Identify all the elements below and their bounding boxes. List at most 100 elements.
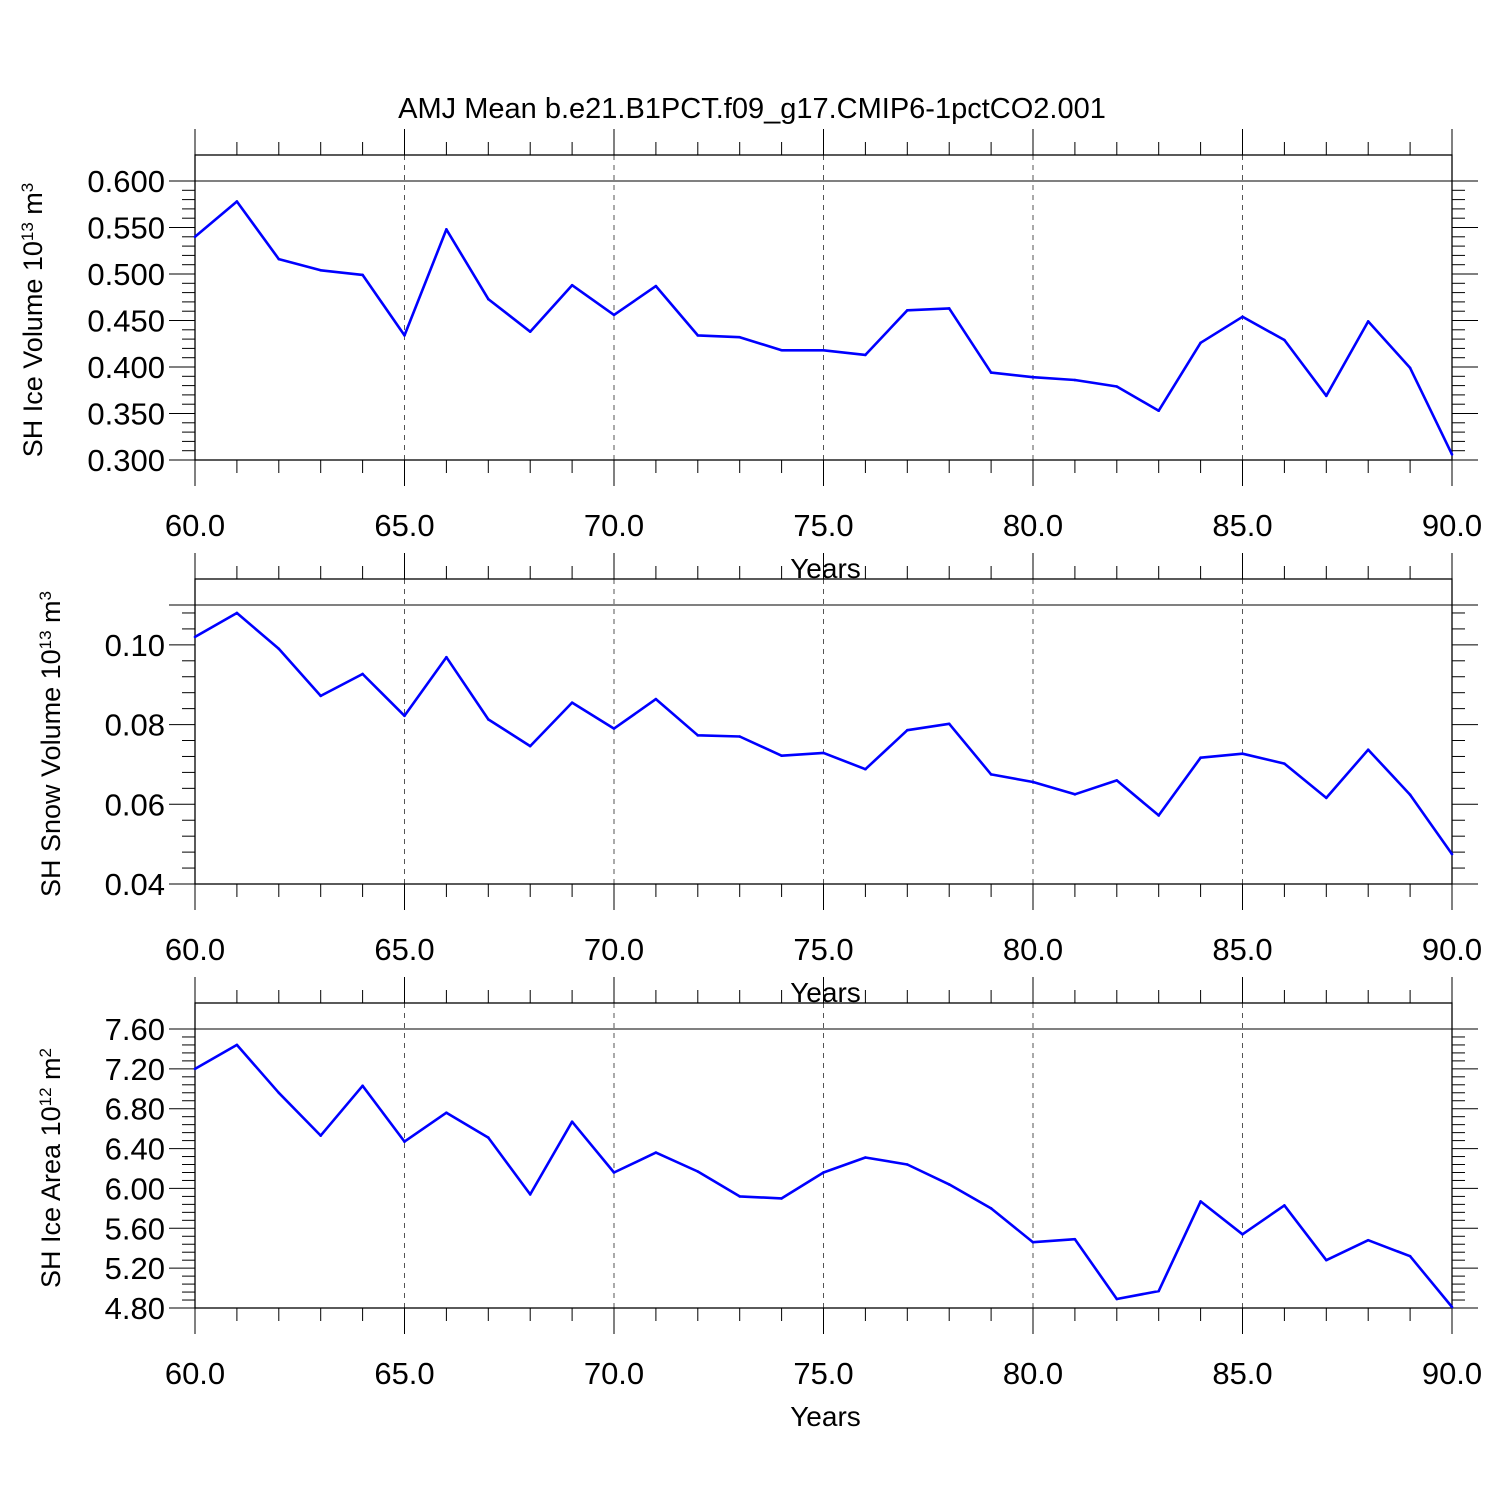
data-point — [528, 744, 532, 748]
data-point — [1115, 779, 1119, 782]
data-point — [1199, 756, 1202, 759]
data-point — [361, 672, 364, 676]
x-tick-label: 70.0 — [584, 1356, 644, 1391]
data-point — [947, 722, 951, 726]
data-point — [989, 773, 993, 776]
data-point — [947, 1183, 951, 1186]
data-point — [1366, 748, 1370, 751]
data-point — [612, 727, 616, 730]
x-tick-label: 75.0 — [793, 508, 853, 543]
data-point — [235, 611, 239, 615]
data-point — [1073, 793, 1077, 796]
data-point — [1241, 1232, 1244, 1236]
data-point — [1157, 814, 1160, 817]
data-point — [277, 257, 281, 261]
data-point — [445, 1111, 448, 1114]
x-tick-label: 80.0 — [1003, 1356, 1063, 1391]
x-tick-label: 65.0 — [374, 1356, 434, 1391]
y-label-superscript: 13 — [36, 630, 55, 649]
y-axis-label: SH Snow Volume 1013 m3 — [36, 591, 67, 897]
x-tick-label: 60.0 — [165, 1356, 225, 1391]
data-point — [1283, 762, 1286, 765]
data-point — [654, 284, 658, 288]
data-point — [822, 348, 825, 352]
data-point — [528, 330, 532, 333]
data-point — [319, 694, 323, 698]
data-point — [235, 1043, 239, 1047]
data-point — [487, 297, 490, 301]
data-point — [403, 334, 406, 337]
y-tick-label: 6.00 — [105, 1171, 165, 1206]
data-point — [612, 1171, 616, 1174]
data-point — [277, 647, 281, 651]
data-point — [1366, 1238, 1370, 1242]
data-point — [1408, 793, 1412, 797]
data-point — [487, 718, 490, 721]
figure-title: AMJ Mean b.e21.B1PCT.f09_g17.CMIP6-1pctC… — [398, 93, 1106, 125]
y-tick-label: 0.500 — [87, 257, 165, 292]
data-point — [1031, 780, 1035, 784]
data-point — [445, 655, 448, 659]
chart-panel-1: 60.0 65.0 70.0 75.0 80.0 85.0 90.0Years0.3000.… — [18, 129, 1482, 584]
data-point — [277, 1091, 281, 1095]
y-tick-label: 5.20 — [105, 1251, 165, 1286]
data-point — [361, 273, 364, 277]
x-tick-label: 90.0 — [1422, 508, 1482, 543]
y-label-unit-superscript: 3 — [18, 183, 37, 192]
x-tick-label: 90.0 — [1422, 932, 1482, 967]
x-tick-label: 75.0 — [793, 1356, 853, 1391]
data-point — [528, 1193, 532, 1196]
x-tick-label: 70.0 — [584, 932, 644, 967]
y-tick-label: 0.10 — [105, 628, 165, 663]
y-label-superscript: 12 — [36, 1087, 55, 1106]
data-point — [989, 1207, 993, 1210]
x-tick-label: 80.0 — [1003, 932, 1063, 967]
x-tick-label: 60.0 — [165, 508, 225, 543]
y-tick-label: 0.550 — [87, 211, 165, 246]
y-axis-label: SH Ice Area 1012 m2 — [36, 1048, 67, 1288]
x-tick-label: 90.0 — [1422, 1356, 1482, 1391]
data-point — [906, 1163, 909, 1166]
data-point — [319, 1134, 323, 1137]
data-point — [1283, 1204, 1286, 1207]
data-point — [193, 235, 197, 239]
data-point — [1115, 1297, 1119, 1301]
chart-panel-2: 60.0 65.0 70.0 75.0 80.0 85.0 90.0Years0.040.0… — [36, 553, 1482, 1008]
data-point — [1450, 1305, 1454, 1309]
data-point — [1325, 394, 1328, 398]
data-point — [1450, 453, 1454, 456]
data-point — [1115, 385, 1119, 388]
x-tick-label: 85.0 — [1212, 932, 1272, 967]
y-tick-label: 0.600 — [87, 164, 165, 199]
data-point — [738, 735, 741, 738]
y-label-unit: m — [18, 192, 48, 222]
x-tick-label: 75.0 — [793, 932, 853, 967]
data-point — [864, 767, 867, 771]
y-tick-label: 0.06 — [105, 787, 165, 822]
data-point — [1408, 366, 1412, 370]
data-point — [1366, 320, 1370, 323]
data-point — [947, 307, 951, 310]
y-label-text: SH Ice Volume 10 — [18, 241, 48, 457]
data-point — [738, 1195, 741, 1198]
y-label-unit-superscript: 2 — [36, 1048, 55, 1057]
y-label-text: SH Snow Volume 10 — [36, 649, 66, 897]
y-label-unit-superscript: 3 — [36, 591, 55, 600]
x-tick-label: 65.0 — [374, 932, 434, 967]
y-tick-label: 5.60 — [105, 1211, 165, 1246]
data-point — [1157, 1289, 1160, 1293]
data-point — [780, 754, 783, 757]
data-point — [193, 1067, 197, 1071]
x-tick-label: 80.0 — [1003, 508, 1063, 543]
data-point — [570, 1120, 574, 1123]
data-point — [1157, 409, 1160, 413]
x-tick-label: 70.0 — [584, 508, 644, 543]
data-point — [696, 1170, 700, 1173]
data-point — [1450, 852, 1454, 856]
data-point — [738, 335, 741, 339]
data-point — [989, 371, 993, 374]
data-point — [696, 334, 700, 337]
data-point — [403, 1140, 406, 1143]
data-point — [864, 1156, 867, 1159]
